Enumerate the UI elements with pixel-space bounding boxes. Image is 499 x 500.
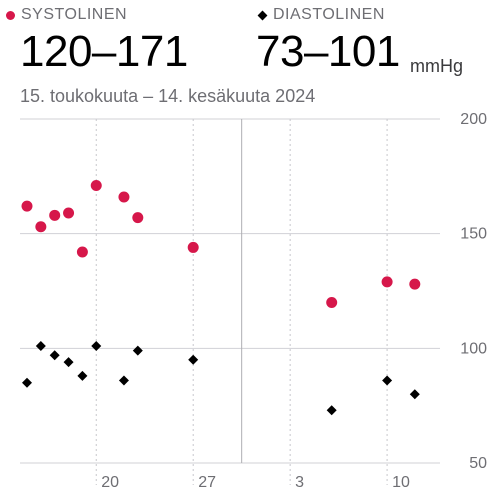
systolic-point-6[interactable]: [118, 191, 130, 203]
systolic-point-5[interactable]: [90, 180, 102, 192]
systolic-point-3[interactable]: [63, 207, 75, 219]
legend-diastolic: DIASTOLINEN: [257, 6, 385, 24]
diastolic-point-5[interactable]: [91, 341, 102, 352]
diastolic-point-11[interactable]: [409, 389, 420, 400]
systolic-range: 120–171: [20, 27, 188, 76]
diastolic-point-9[interactable]: [326, 405, 337, 416]
diastolic-point-7[interactable]: [132, 345, 143, 356]
diastolic-point-3[interactable]: [63, 357, 74, 368]
systolic-point-8[interactable]: [187, 241, 199, 253]
x-tick-27: 27: [198, 474, 216, 491]
systolic-point-0[interactable]: [21, 200, 33, 212]
unit-label: mmHg: [410, 56, 463, 76]
diastolic-point-2[interactable]: [49, 350, 60, 361]
systolic-point-9[interactable]: [326, 296, 338, 308]
systolic-point-11[interactable]: [409, 278, 421, 290]
y-tick-100: 100: [460, 340, 487, 357]
diastolic-range: 73–101: [256, 27, 400, 76]
diastolic-point-4[interactable]: [77, 370, 88, 381]
diastolic-point-1[interactable]: [35, 341, 46, 352]
systolic-point-1[interactable]: [35, 221, 47, 233]
systolic-point-10[interactable]: [381, 276, 393, 288]
systolic-point-7[interactable]: [132, 212, 144, 224]
x-tick-3: 3: [295, 474, 304, 491]
diastolic-point-8[interactable]: [188, 354, 199, 365]
diastolic-point-10[interactable]: [382, 375, 393, 386]
diastolic-point-0[interactable]: [22, 377, 32, 388]
legend-systolic: SYSTOLINEN: [6, 6, 127, 24]
legend-diastolic-label: DIASTOLINEN: [273, 6, 385, 23]
y-tick-150: 150: [460, 226, 487, 243]
y-tick-50: 50: [469, 455, 487, 472]
systolic-point-4[interactable]: [76, 246, 88, 258]
legend-systolic-label: SYSTOLINEN: [21, 6, 128, 23]
x-tick-20: 20: [101, 474, 119, 491]
diastolic-point-6[interactable]: [118, 375, 129, 386]
date-range: 15. toukokuuta – 14. kesäkuuta 2024: [20, 86, 316, 106]
x-tick-10: 10: [392, 474, 410, 491]
y-tick-200: 200: [460, 111, 487, 128]
systolic-dot-icon: [6, 10, 15, 20]
systolic-point-2[interactable]: [49, 209, 61, 221]
